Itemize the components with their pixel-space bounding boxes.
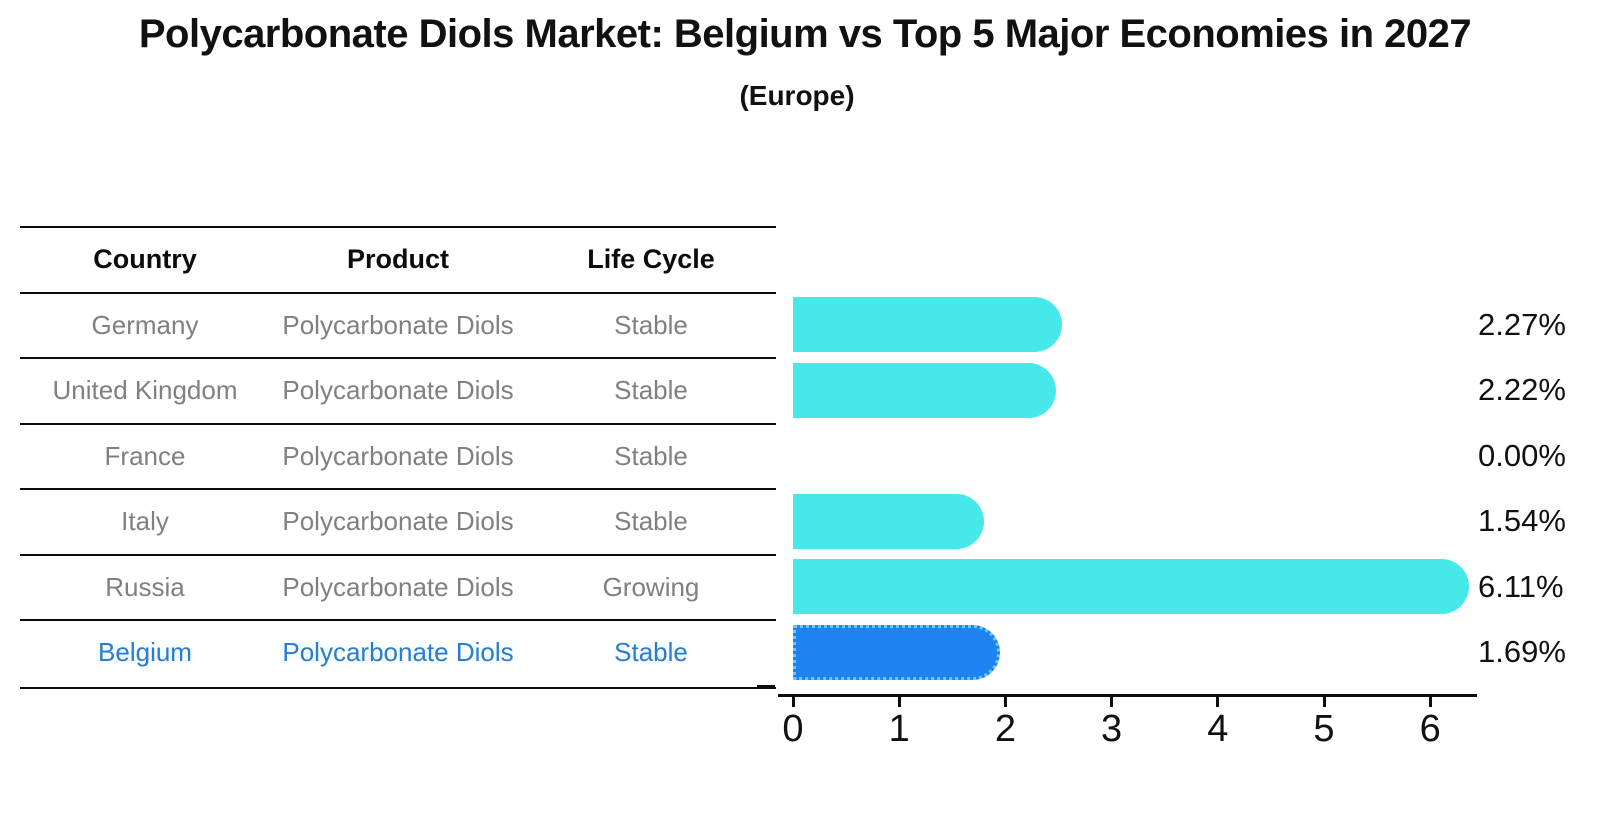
bar-germany bbox=[793, 297, 1062, 352]
table-cell-life-cycle: Growing bbox=[602, 571, 700, 602]
table-cell-life-cycle: Stable bbox=[614, 440, 688, 471]
table-cell-country: Russia bbox=[105, 571, 185, 602]
bar-value-label: 0.00% bbox=[1478, 437, 1566, 473]
x-axis-tick-label: 5 bbox=[1313, 708, 1335, 750]
bar-russia bbox=[793, 559, 1470, 614]
x-axis-tick bbox=[1003, 697, 1007, 707]
table-header-country: Country bbox=[93, 244, 197, 274]
bar-united-kingdom bbox=[793, 362, 1057, 418]
x-axis-tick bbox=[1110, 697, 1114, 707]
x-axis-line bbox=[778, 694, 1477, 697]
y-axis-tick bbox=[757, 684, 775, 687]
table-cell-product-highlighted: Polycarbonate Diols bbox=[282, 637, 514, 667]
bar-value-label: 1.69% bbox=[1478, 634, 1566, 669]
table-row-rule bbox=[20, 291, 776, 294]
table-cell-country-highlighted: Belgium bbox=[98, 637, 192, 667]
x-axis-tick bbox=[791, 697, 795, 707]
table-header-life-cycle: Life Cycle bbox=[587, 244, 715, 274]
table-cell-country: United Kingdom bbox=[52, 375, 238, 405]
table-row-rule bbox=[20, 357, 776, 360]
y-axis-tick bbox=[757, 619, 775, 622]
y-axis-tick bbox=[757, 553, 775, 556]
table-bottom-rule bbox=[20, 687, 776, 689]
table-cell-product: Polycarbonate Diols bbox=[282, 375, 514, 405]
x-axis-tick-label: 6 bbox=[1419, 708, 1441, 750]
table-cell-life-cycle-highlighted: Stable bbox=[614, 637, 688, 667]
bar-belgium-highlighted bbox=[793, 624, 1000, 680]
x-axis-tick-label: 2 bbox=[994, 708, 1016, 750]
table-cell-product: Polycarbonate Diols bbox=[282, 506, 514, 536]
table-cell-life-cycle: Stable bbox=[614, 309, 688, 340]
table-cell-life-cycle: Stable bbox=[614, 506, 688, 536]
table-cell-country: France bbox=[104, 440, 186, 471]
bar-value-label: 2.27% bbox=[1478, 306, 1566, 342]
chart-subtitle: (Europe) bbox=[739, 80, 855, 111]
table-cell-life-cycle: Stable bbox=[614, 375, 688, 405]
x-axis-tick-label: 0 bbox=[782, 708, 804, 750]
table-cell-country: Italy bbox=[121, 506, 169, 536]
x-axis-tick bbox=[1322, 697, 1326, 707]
table-cell-product: Polycarbonate Diols bbox=[282, 309, 514, 340]
bar-italy bbox=[793, 493, 985, 549]
x-axis-tick bbox=[1216, 697, 1220, 707]
x-axis-tick-label: 3 bbox=[1101, 708, 1123, 750]
bar-value-label: 6.11% bbox=[1478, 568, 1564, 604]
bar-value-label: 2.22% bbox=[1478, 372, 1566, 407]
y-axis-tick bbox=[757, 291, 775, 294]
table-cell-product: Polycarbonate Diols bbox=[282, 571, 514, 602]
y-axis-tick bbox=[757, 488, 775, 491]
table-row-rule bbox=[20, 488, 776, 491]
table-header-product: Product bbox=[346, 244, 449, 274]
x-axis-tick bbox=[1428, 697, 1432, 707]
chart-title: Polycarbonate Diols Market: Belgium vs T… bbox=[138, 12, 1472, 56]
x-axis-tick-label: 1 bbox=[888, 708, 910, 750]
x-axis-tick-label: 4 bbox=[1207, 708, 1229, 750]
table-top-rule bbox=[20, 226, 776, 228]
y-axis-tick bbox=[757, 422, 775, 425]
table-cell-country: Germany bbox=[91, 309, 199, 340]
table-row-rule bbox=[20, 553, 776, 556]
table-row-rule bbox=[20, 619, 776, 622]
table-cell-product: Polycarbonate Diols bbox=[282, 440, 514, 471]
x-axis-tick bbox=[897, 697, 901, 707]
bar-value-label: 1.54% bbox=[1478, 503, 1566, 538]
y-axis-tick bbox=[757, 357, 775, 360]
table-row-rule bbox=[20, 422, 776, 425]
